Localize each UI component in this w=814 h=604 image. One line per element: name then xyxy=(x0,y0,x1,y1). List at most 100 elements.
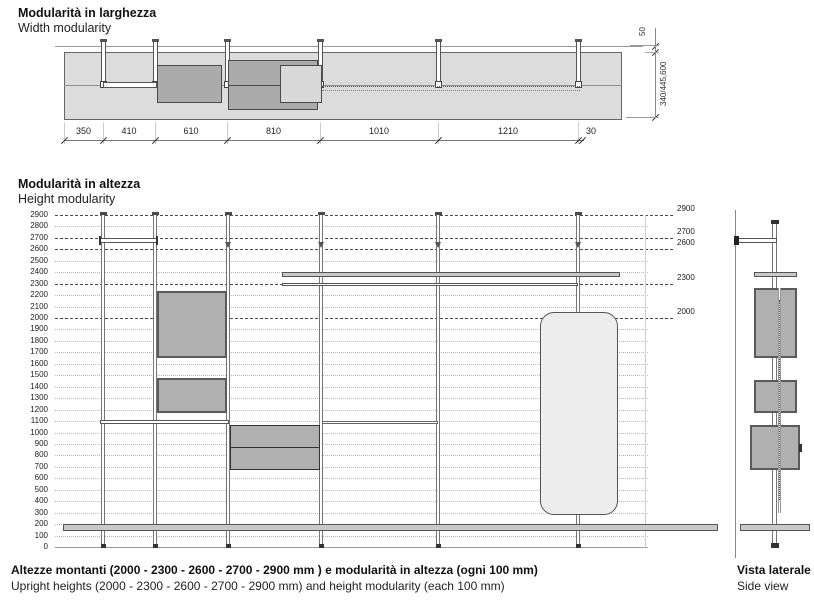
grid-line-dotted xyxy=(55,443,648,445)
level-callout: 2300 xyxy=(677,272,695,282)
level-callout: 2900 xyxy=(677,204,695,213)
elev-rail-1100 xyxy=(322,421,438,424)
elev-upright-5 xyxy=(436,215,440,548)
scale-label: 200 xyxy=(34,519,48,529)
elevation-right-boundary xyxy=(645,215,646,548)
plan-ext-line-top xyxy=(645,52,659,53)
height-adjust-arrow-icon xyxy=(224,242,231,248)
plan-depth-dim-line xyxy=(655,28,656,117)
elev-upright-2 xyxy=(153,215,157,548)
elev-upright-top-cap xyxy=(152,212,159,215)
plan-upright-top-cap xyxy=(317,39,324,42)
grid-line-dotted xyxy=(55,375,648,377)
plan-drawer-extended xyxy=(280,65,322,103)
dim-extension-line xyxy=(320,122,321,144)
dim-extension-line xyxy=(438,122,439,144)
elev-shelf-2700-endcap-left xyxy=(99,236,101,245)
sideview-post-top-cap xyxy=(771,220,779,224)
grid-line-dotted xyxy=(55,512,648,514)
plan-wall-line xyxy=(55,46,643,47)
dim-extension-line xyxy=(155,122,156,144)
dim-label: 350 xyxy=(75,126,92,136)
elev-upright-4 xyxy=(319,215,323,548)
sideview-arm-2700 xyxy=(737,238,777,243)
grid-line-dashed xyxy=(55,318,673,320)
dim-label: 410 xyxy=(121,126,137,136)
scale-label: 2900 xyxy=(30,210,48,219)
sideview-title-it: Vista laterale xyxy=(737,563,811,577)
dim-extension-line xyxy=(227,122,228,144)
scale-label: 2700 xyxy=(30,232,48,242)
grid-line-dotted xyxy=(55,260,648,262)
sideview-post-foot xyxy=(771,543,779,548)
elev-upright-top-cap xyxy=(318,212,325,215)
grid-line-dashed xyxy=(55,249,673,251)
dim-line xyxy=(64,140,584,141)
elev-cabinet-upper xyxy=(157,291,227,358)
dim-label: 1010 xyxy=(368,126,390,136)
grid-line-dotted xyxy=(55,398,648,400)
grid-line-dotted xyxy=(55,329,648,331)
scale-label: 2100 xyxy=(30,301,48,311)
elev-upright-foot xyxy=(319,544,324,548)
elev-upright-foot xyxy=(576,544,581,548)
dim-extension-line xyxy=(103,122,104,144)
scale-label: 2200 xyxy=(30,290,48,300)
elev-shelf-2700 xyxy=(100,238,158,243)
plan-upright-1 xyxy=(101,40,106,85)
scale-label: 1000 xyxy=(30,427,48,437)
elev-upright-foot xyxy=(226,544,231,548)
floor-line xyxy=(55,547,648,548)
elev-upright-top-cap xyxy=(225,212,232,215)
plan-upright-6 xyxy=(576,40,581,85)
scale-label: 1900 xyxy=(30,324,48,334)
sideview-cabinet-lower xyxy=(754,380,797,413)
plan-mid-line xyxy=(64,85,622,86)
elev-upright-foot xyxy=(153,544,158,548)
grid-line-dotted xyxy=(55,409,648,411)
scale-label: 600 xyxy=(34,473,48,483)
level-callout: 2000 xyxy=(677,307,695,317)
grid-line-dotted xyxy=(55,455,648,457)
scale-label: 1400 xyxy=(30,381,48,391)
scale-label: 1300 xyxy=(30,393,48,403)
grid-line-dotted xyxy=(55,363,648,365)
scale-label: 1600 xyxy=(30,358,48,368)
elev-mirror xyxy=(540,312,618,515)
scale-label: 0 xyxy=(43,542,48,551)
height-adjust-arrow-icon xyxy=(317,242,324,248)
caption-it: Altezze montanti (2000 - 2300 - 2600 - 2… xyxy=(11,563,538,577)
elev-hanging-rail-2300 xyxy=(282,283,578,286)
scale-label: 300 xyxy=(34,507,48,517)
plan-cabinet-b-divider xyxy=(229,85,317,86)
plan-upright-top-cap xyxy=(100,39,107,42)
elev-cabinet-lower xyxy=(157,378,227,413)
scale-label: 400 xyxy=(34,496,48,506)
scale-label: 500 xyxy=(34,484,48,494)
caption-en: Upright heights (2000 - 2300 - 2600 - 27… xyxy=(11,579,505,593)
grid-line-dotted xyxy=(55,432,648,434)
plan-upright-top-cap xyxy=(224,39,231,42)
elev-upright-top-cap xyxy=(435,212,442,215)
plan-upright-base-plate xyxy=(575,81,582,88)
plan-upright-top-cap xyxy=(575,39,582,42)
scale-label: 2300 xyxy=(30,278,48,288)
level-callout: 2700 xyxy=(677,226,695,236)
width-title-en: Width modularity xyxy=(18,21,112,35)
scale-label: 1100 xyxy=(30,416,48,426)
plan-dotted-line-2 xyxy=(322,90,580,91)
grid-line-dashed xyxy=(55,237,673,239)
elev-upright-foot xyxy=(436,544,441,548)
sideview-shelf-2400 xyxy=(754,272,797,277)
dim-label: 30 xyxy=(586,126,597,136)
grid-line-dotted xyxy=(55,489,648,491)
elev-upright-foot xyxy=(101,544,106,548)
elev-upright-top-cap xyxy=(100,212,107,215)
sideview-title-en: Side view xyxy=(737,579,789,593)
width-title-it: Modularità in larghezza xyxy=(18,6,157,20)
scale-label: 900 xyxy=(34,438,48,448)
grid-line-dotted xyxy=(55,535,648,537)
elev-base-shelf xyxy=(63,524,718,531)
elev-shelf-2700-endcap-right xyxy=(156,236,158,245)
plan-upright-top-cap xyxy=(152,39,159,42)
